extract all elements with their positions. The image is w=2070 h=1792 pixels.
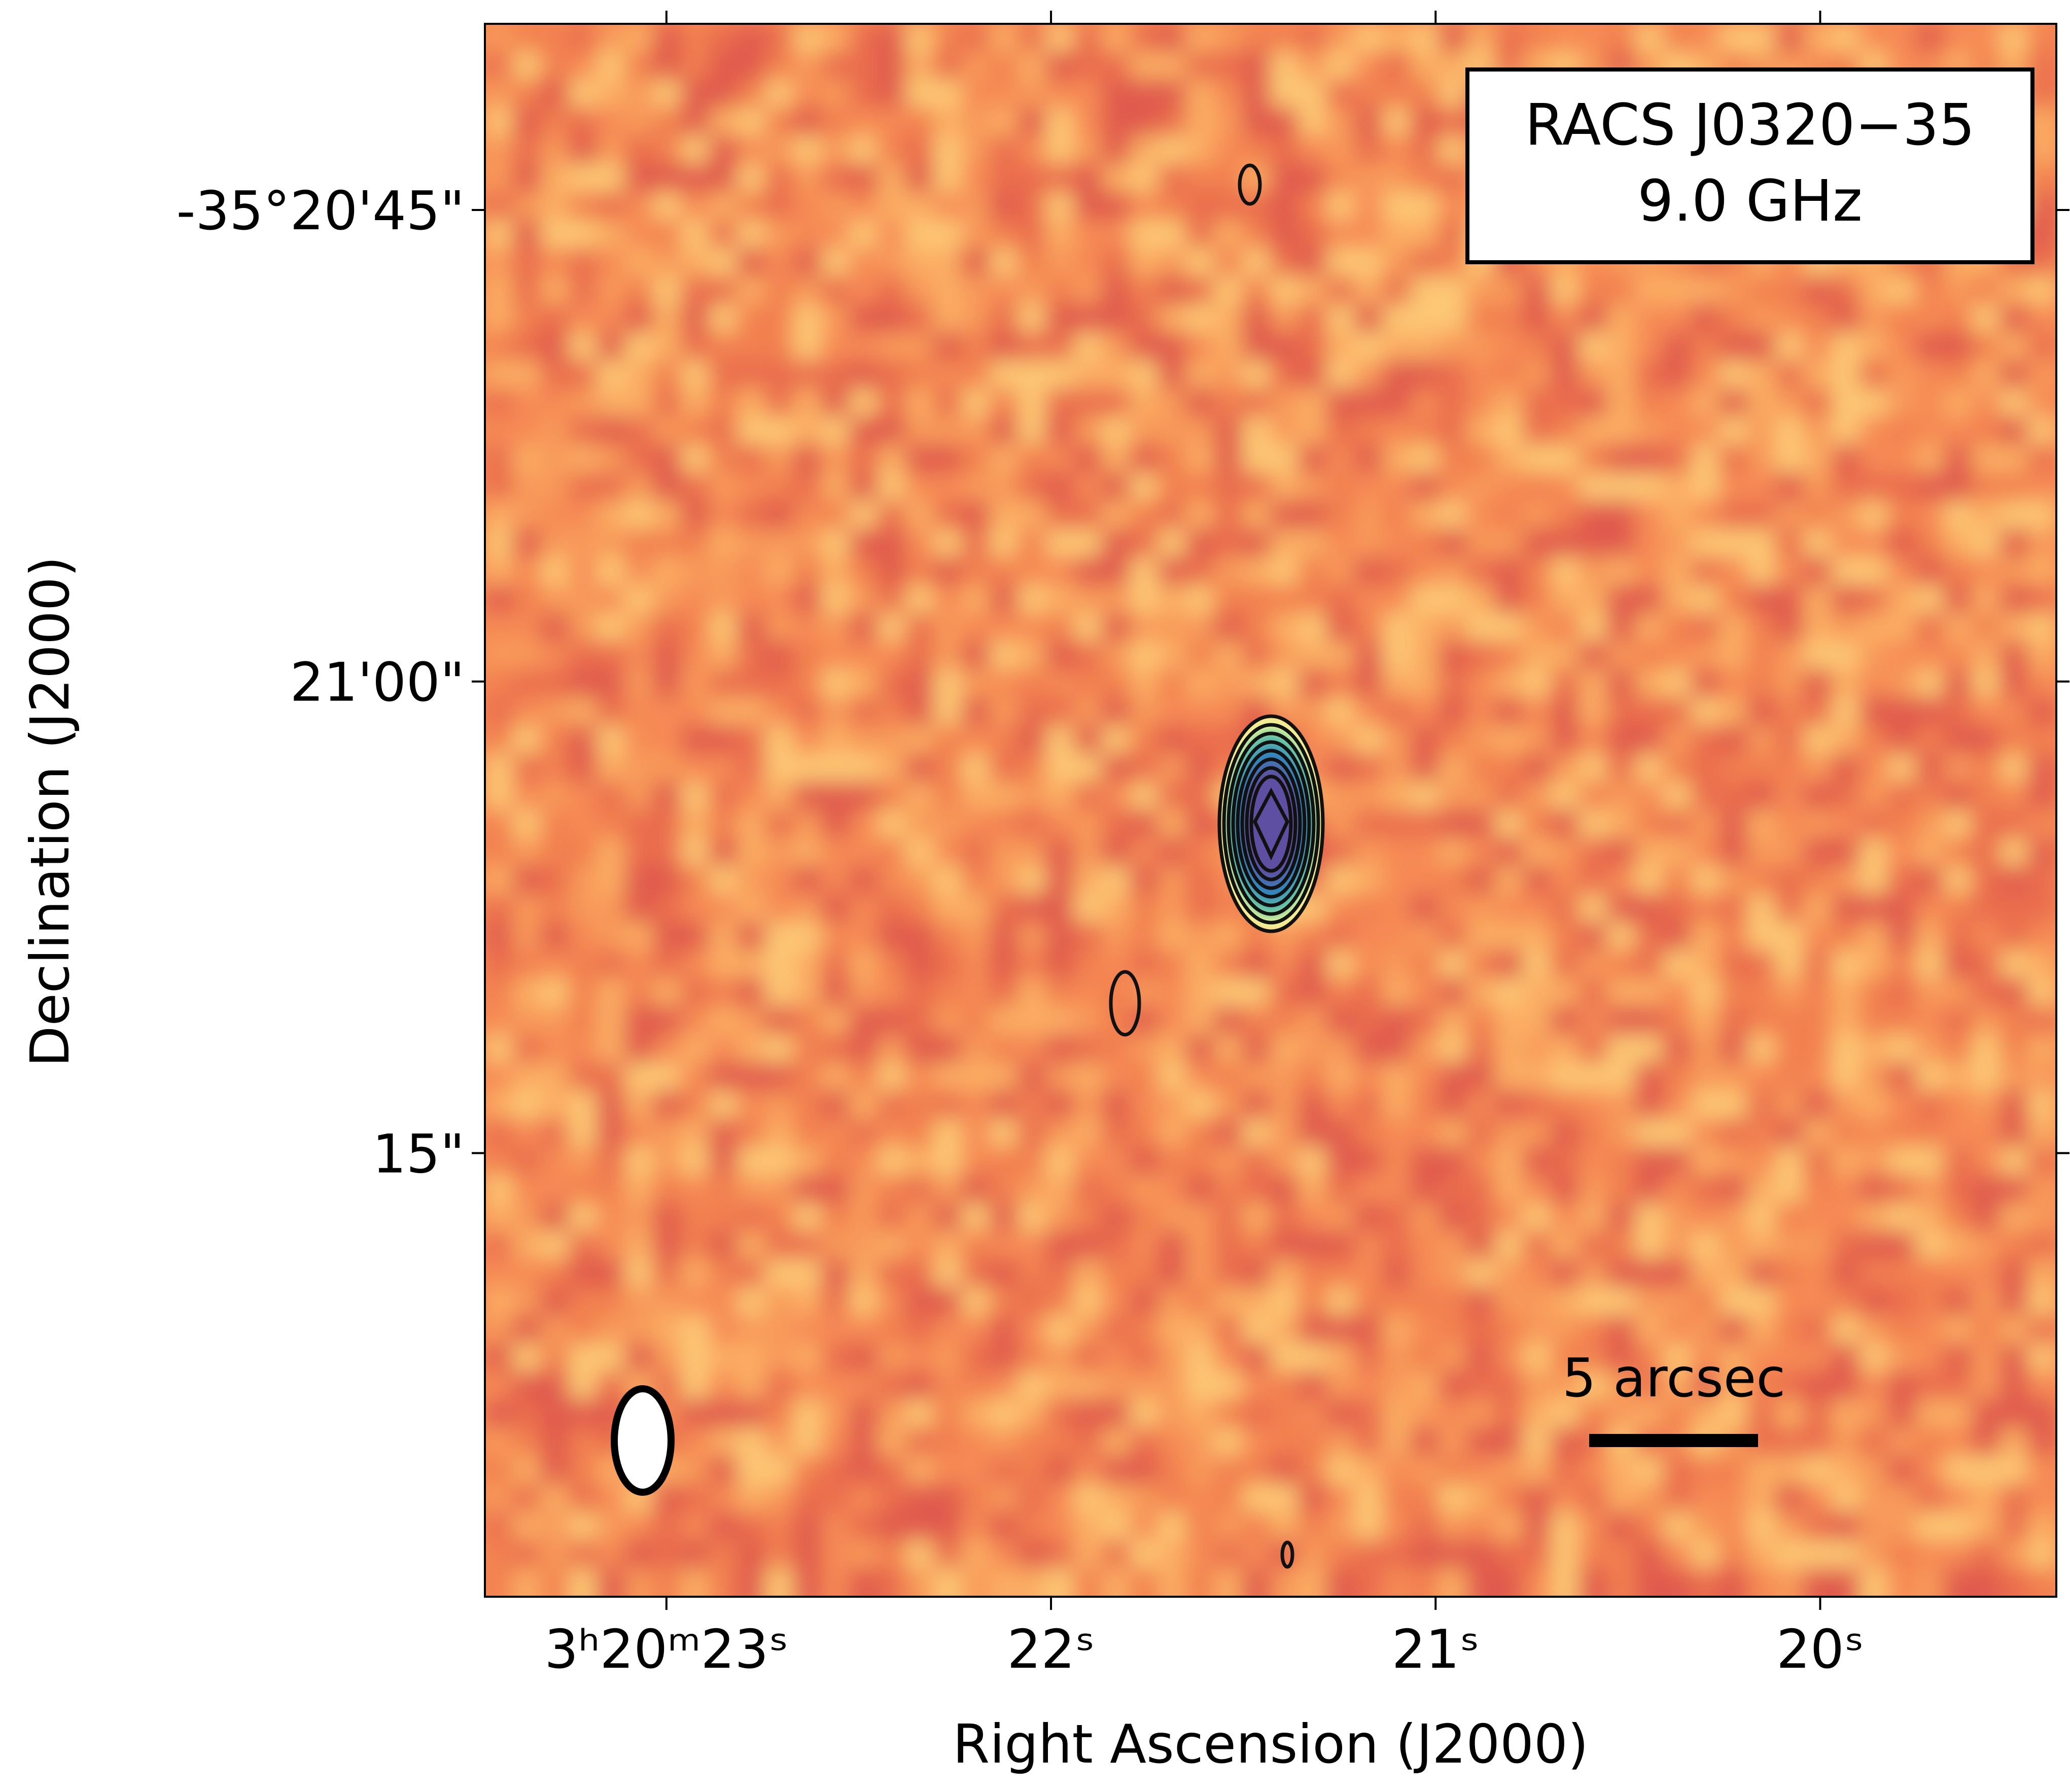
noise-cell [1691,1568,1721,1597]
noise-cell [1242,1568,1271,1597]
y-tick-label: -35°20'45" [177,180,465,242]
title: RACS J0320−35 [1525,92,1975,158]
noise-cell [1130,1568,1159,1597]
scale-bar-label: 5 arcsec [1562,1347,1785,1409]
noise-cell [709,1568,738,1597]
noise-cell [1354,1568,1384,1597]
noise-cell [1635,1568,1664,1597]
axes-frame [484,23,2057,1598]
noise-cell [597,1568,626,1597]
contour [1249,775,1293,873]
noise-cell [1551,1568,1580,1597]
noise-cell [1298,1568,1327,1597]
noise-cell [1859,1568,1889,1597]
noise-cell [485,1568,514,1597]
x-tick-label: 22ˢ [1007,1619,1095,1680]
noise-cell [1157,1568,1187,1597]
noise-cell [2027,1568,2056,1597]
x-axis-label: Right Ascension (J2000) [953,1713,1588,1775]
noise-cell [961,1568,991,1597]
noise-cell [1410,1568,1440,1597]
noise-cell [1578,1568,1608,1597]
x-tick-label: 3ʰ20ᵐ23ˢ [544,1619,788,1680]
noise-cell [540,1568,570,1597]
y-tick-label: 15" [372,1123,465,1185]
noise-cell [1831,1568,1861,1597]
noise-cell [933,1568,963,1597]
noise-cell [1522,1568,1552,1597]
noise-cell [989,1568,1019,1597]
noise-cell [1972,1568,2001,1597]
noise-cell [1018,1568,1047,1597]
noise-cell [1719,1568,1748,1597]
noise-cell [905,1568,935,1597]
noise-cell [1775,1568,1805,1597]
title-box [1465,67,2034,264]
contours [1109,163,1325,1569]
contour [1226,731,1316,916]
x-tick-label: 20ˢ [1776,1619,1864,1680]
noise-cell [821,1568,851,1597]
noise-cell [624,1568,654,1597]
source [1219,716,1323,931]
contour [1217,714,1325,933]
noise-cell [877,1568,906,1597]
noise-cell [1606,1568,1636,1597]
noise-cell [765,1568,794,1597]
contour [1245,766,1297,882]
noise-cell [1214,1568,1243,1597]
contour [1222,723,1320,925]
y-tick-label: 21'00" [290,652,465,714]
contour [1253,787,1289,861]
noise-cell [1999,1568,2029,1597]
contour [1240,757,1302,890]
beam [611,1385,675,1496]
noise-cell [568,1568,598,1597]
noise-cell [652,1568,682,1597]
noise-cell [849,1568,879,1597]
noise-cell [1438,1568,1468,1597]
noise-cell [1943,1568,1973,1597]
noise-cell [1045,1568,1075,1597]
contour [1280,1540,1294,1569]
x-tick-label: 21ˢ [1392,1619,1480,1680]
noise-cell [1915,1568,1945,1597]
noise-cell [1466,1568,1496,1597]
noise-cell [1663,1568,1692,1597]
noise-cell [793,1568,822,1597]
noise-cell [736,1568,766,1597]
contour [1231,740,1311,907]
noise-cell [1382,1568,1412,1597]
noise-cell [1326,1568,1355,1597]
subtitle: 9.0 GHz [1637,168,1863,234]
noise-cell [1747,1568,1776,1597]
contour [1109,970,1141,1037]
contour [1236,749,1307,899]
noise-cell [1186,1568,1215,1597]
noise-cell [1887,1568,1917,1597]
noise-cell [1270,1568,1300,1597]
noise-cell [1073,1568,1103,1597]
noise-cell [512,1568,542,1597]
noise-cell [1803,1568,1833,1597]
noise-cell [1494,1568,1524,1597]
contour [1238,163,1262,206]
noise-cell [1102,1568,1131,1597]
y-axis-label: Declination (J2000) [19,556,81,1067]
noise-cell [681,1568,710,1597]
